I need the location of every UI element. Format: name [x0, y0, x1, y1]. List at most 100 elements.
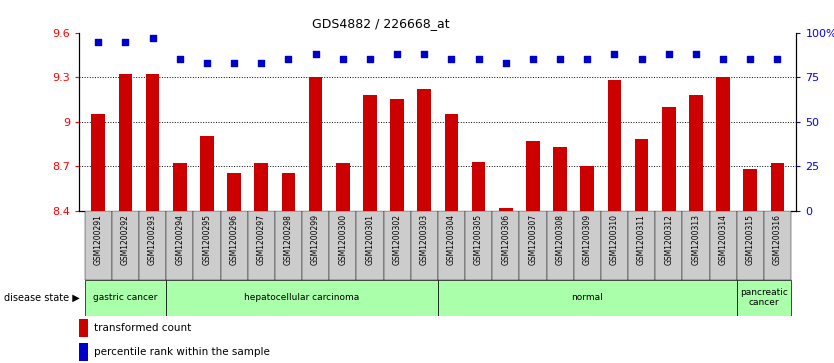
Bar — [662, 107, 676, 211]
Point — [716, 56, 730, 62]
Point — [92, 38, 105, 44]
Point — [744, 56, 757, 62]
Point — [200, 60, 214, 66]
Point — [146, 35, 159, 41]
Bar — [438, 280, 736, 316]
Point — [635, 56, 648, 62]
Text: GSM1200302: GSM1200302 — [393, 214, 402, 265]
Text: GSM1200300: GSM1200300 — [339, 214, 347, 265]
Bar — [92, 114, 105, 211]
Bar — [682, 211, 710, 280]
Bar — [608, 80, 621, 211]
Point — [662, 51, 676, 57]
Text: GSM1200315: GSM1200315 — [746, 214, 755, 265]
Bar — [85, 280, 166, 316]
Text: GSM1200314: GSM1200314 — [719, 214, 727, 265]
Bar — [465, 211, 492, 280]
Bar — [410, 211, 438, 280]
Bar — [363, 95, 377, 211]
Bar — [112, 211, 139, 280]
Point — [364, 56, 377, 62]
Point — [554, 56, 567, 62]
Point — [472, 56, 485, 62]
Bar — [85, 211, 112, 280]
Text: GSM1200308: GSM1200308 — [555, 214, 565, 265]
Point — [390, 51, 404, 57]
Bar — [445, 114, 458, 211]
Text: GSM1200305: GSM1200305 — [474, 214, 483, 265]
Text: GSM1200298: GSM1200298 — [284, 214, 293, 265]
Bar — [438, 211, 465, 280]
Point — [499, 60, 512, 66]
Bar — [526, 141, 540, 211]
Text: GSM1200295: GSM1200295 — [203, 214, 212, 265]
Bar — [329, 211, 356, 280]
Bar — [166, 211, 193, 280]
Bar — [656, 211, 682, 280]
Point — [173, 56, 187, 62]
Text: gastric cancer: gastric cancer — [93, 293, 158, 302]
Text: GSM1200309: GSM1200309 — [583, 214, 592, 265]
Point — [282, 56, 295, 62]
Point — [336, 56, 349, 62]
Text: GSM1200294: GSM1200294 — [175, 214, 184, 265]
Bar — [309, 77, 323, 211]
Bar — [628, 211, 656, 280]
Bar — [166, 280, 438, 316]
Title: GDS4882 / 226668_at: GDS4882 / 226668_at — [312, 17, 450, 30]
Text: GSM1200292: GSM1200292 — [121, 214, 130, 265]
Point — [526, 56, 540, 62]
Bar — [248, 211, 275, 280]
Bar — [118, 74, 133, 211]
Bar — [418, 89, 431, 211]
Bar — [764, 211, 791, 280]
Point — [771, 56, 784, 62]
Text: percentile rank within the sample: percentile rank within the sample — [93, 347, 269, 357]
Text: disease state ▶: disease state ▶ — [4, 293, 80, 303]
Bar — [499, 208, 513, 211]
Bar — [635, 139, 648, 211]
Bar — [600, 211, 628, 280]
Bar — [716, 77, 730, 211]
Text: GSM1200299: GSM1200299 — [311, 214, 320, 265]
Bar — [390, 99, 404, 211]
Bar — [173, 163, 187, 211]
Text: GSM1200310: GSM1200310 — [610, 214, 619, 265]
Bar — [282, 174, 295, 211]
Bar — [336, 163, 349, 211]
Text: GSM1200307: GSM1200307 — [529, 214, 537, 265]
Bar — [546, 211, 574, 280]
Bar — [771, 163, 784, 211]
Bar — [79, 343, 88, 361]
Text: GSM1200296: GSM1200296 — [229, 214, 239, 265]
Bar — [736, 280, 791, 316]
Bar — [193, 211, 220, 280]
Bar — [472, 162, 485, 211]
Text: GSM1200306: GSM1200306 — [501, 214, 510, 265]
Text: GSM1200311: GSM1200311 — [637, 214, 646, 265]
Text: GSM1200304: GSM1200304 — [447, 214, 456, 265]
Point — [228, 60, 241, 66]
Bar — [220, 211, 248, 280]
Point — [418, 51, 431, 57]
Text: GSM1200293: GSM1200293 — [148, 214, 157, 265]
Point — [309, 51, 322, 57]
Point — [445, 56, 458, 62]
Bar — [574, 211, 600, 280]
Bar — [254, 163, 268, 211]
Bar — [146, 74, 159, 211]
Text: normal: normal — [571, 293, 603, 302]
Text: pancreatic
cancer: pancreatic cancer — [740, 288, 788, 307]
Text: GSM1200316: GSM1200316 — [773, 214, 782, 265]
Bar — [139, 211, 166, 280]
Bar — [275, 211, 302, 280]
Text: GSM1200303: GSM1200303 — [420, 214, 429, 265]
Bar — [580, 166, 594, 211]
Text: transformed count: transformed count — [93, 323, 191, 333]
Bar — [200, 136, 214, 211]
Point — [580, 56, 594, 62]
Bar — [736, 211, 764, 280]
Bar — [743, 169, 757, 211]
Text: GSM1200297: GSM1200297 — [257, 214, 266, 265]
Bar — [553, 147, 567, 211]
